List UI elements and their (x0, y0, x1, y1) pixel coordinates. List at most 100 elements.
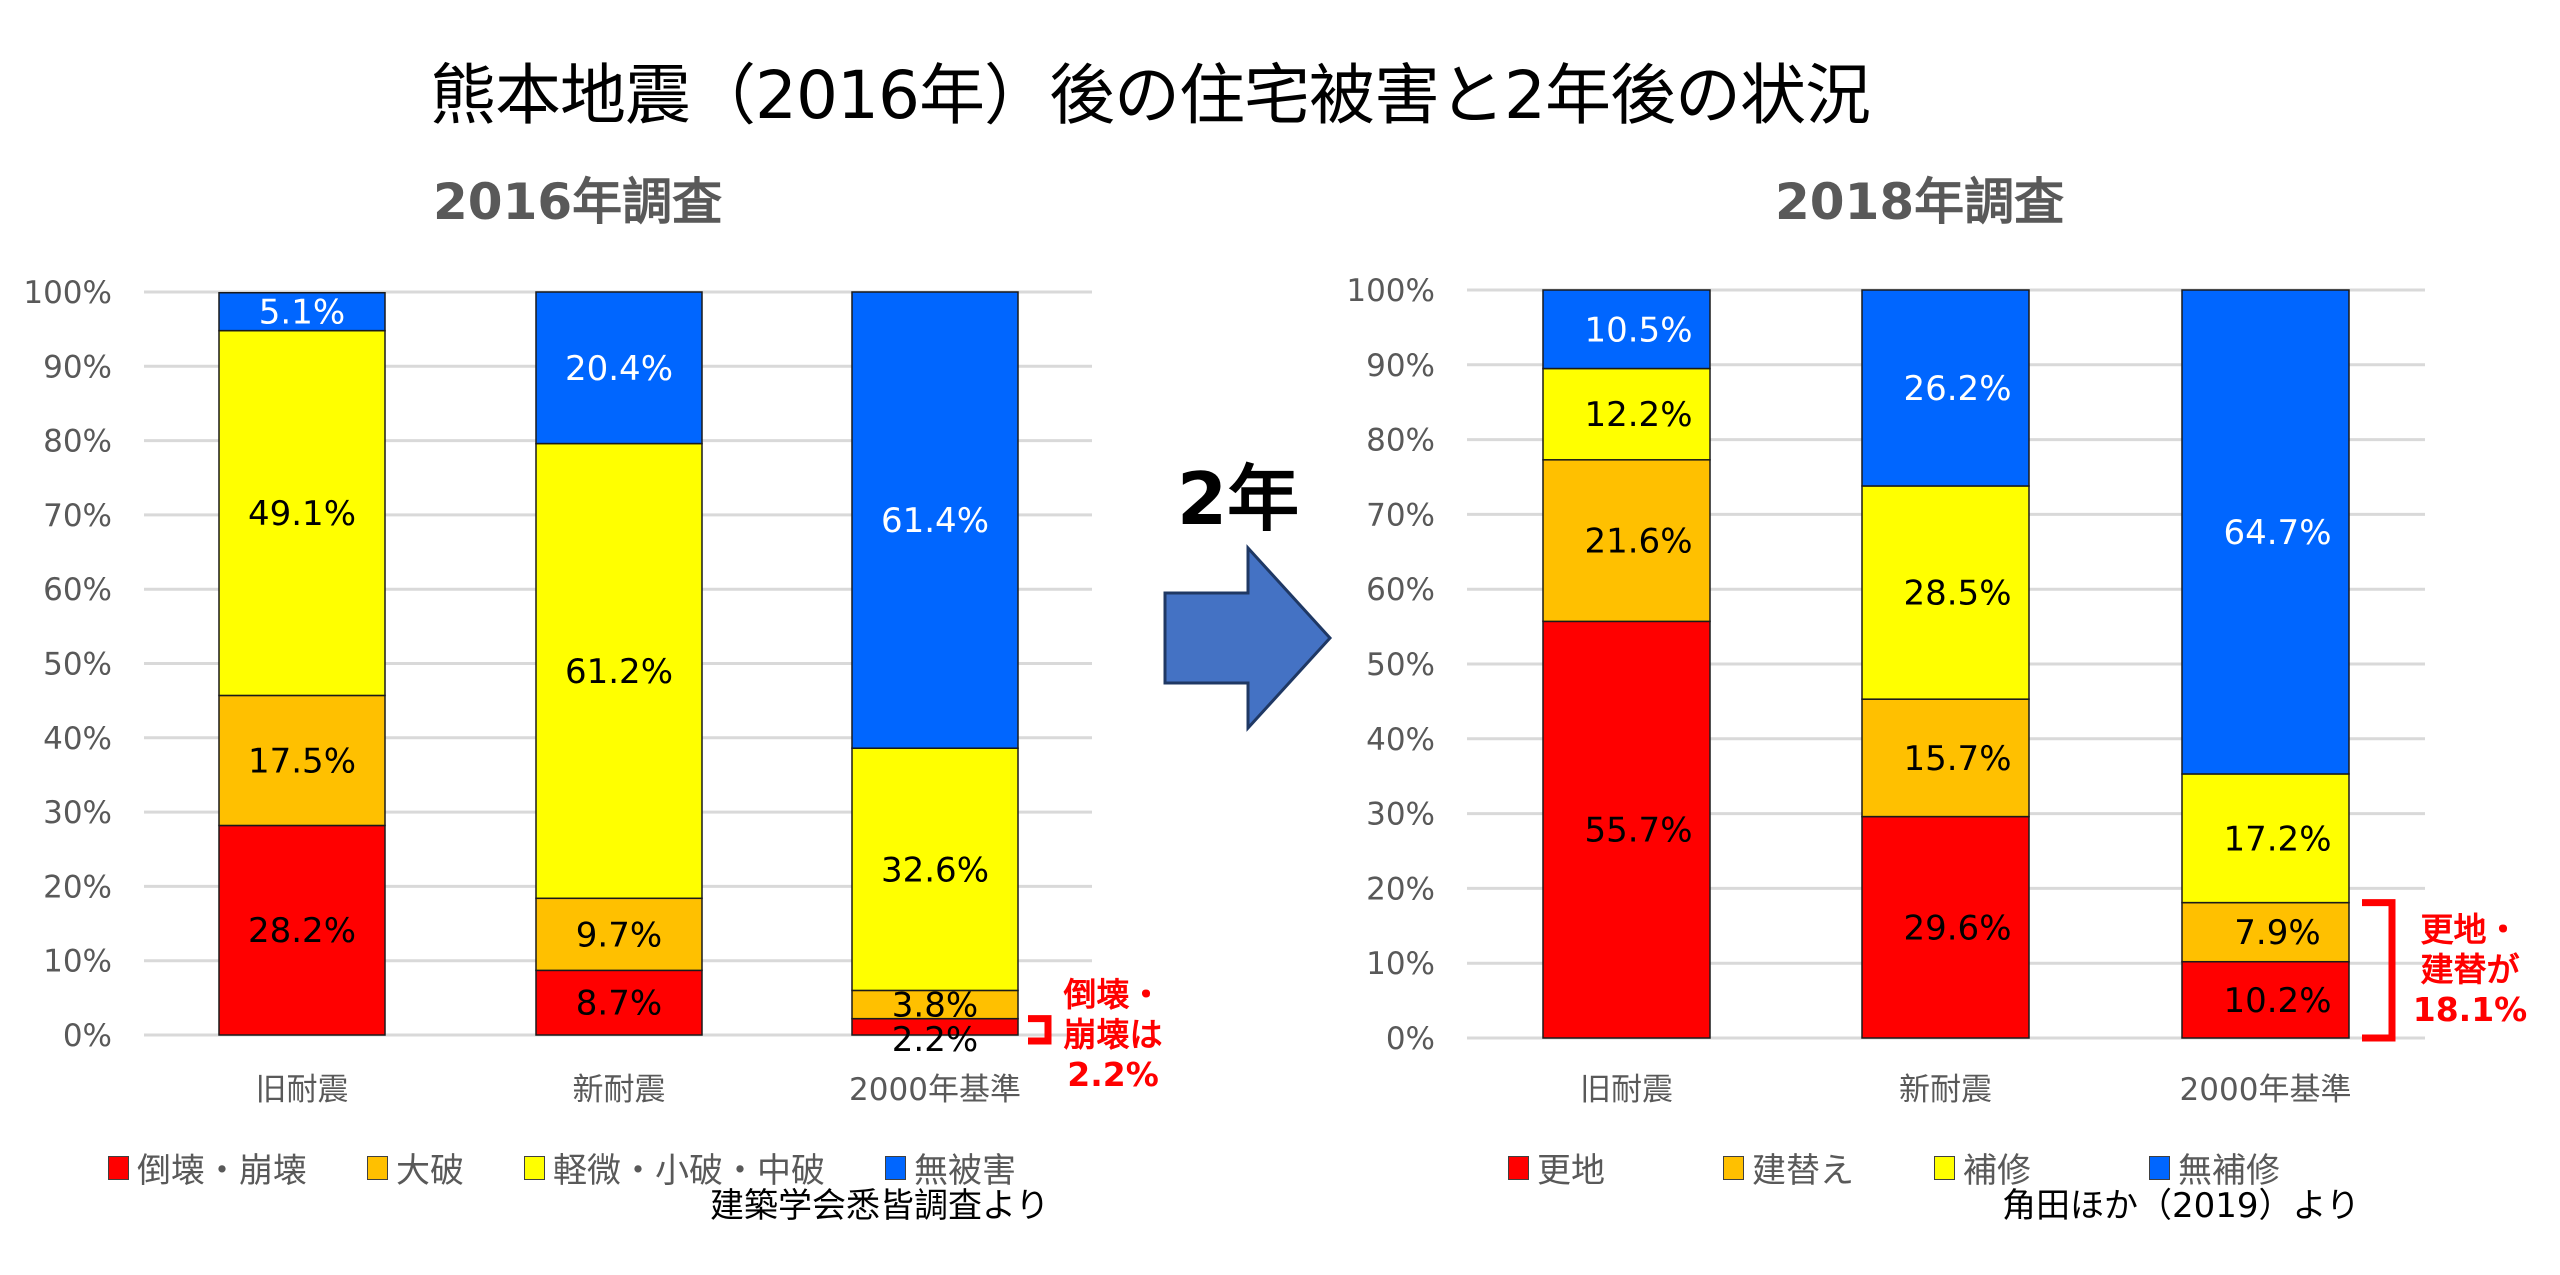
y-tick-label: 40% (1366, 722, 1435, 758)
data-label: 61.4% (881, 501, 989, 541)
data-label: 2.2% (892, 1020, 978, 1060)
data-label: 29.6% (1903, 908, 2011, 948)
data-label: 5.1% (259, 293, 345, 333)
source-2016: 建築学会悉皆調査より (710, 1186, 1050, 1226)
data-label: 15.7% (1903, 739, 2011, 779)
source-2018: 角田ほか（2019）より (2002, 1186, 2360, 1226)
data-label: 61.2% (565, 652, 673, 692)
data-label: 8.7% (576, 984, 662, 1024)
x-tick-label: 2000年基準 (849, 1072, 1021, 1108)
data-label: 49.1% (248, 494, 356, 534)
bar-segment (2181, 901, 2350, 963)
data-label: 64.7% (2223, 513, 2331, 553)
chart-2018: 0% 10% 20% 30% 40% 50% 60% 70% 80% 90% 100% 55.7% 21… (1346, 273, 2425, 1108)
legend-label: 軽微・小破・中破 (553, 1151, 825, 1191)
y-tick-label: 50% (1366, 647, 1435, 683)
bar-segment (1861, 289, 2030, 487)
data-label: 32.6% (881, 850, 989, 890)
data-label: 7.9% (2234, 913, 2320, 953)
bar-segment (218, 694, 386, 827)
legend-swatch-orange (367, 1155, 388, 1180)
y-tick-label: 20% (43, 869, 112, 905)
x-tick-label: 新耐震 (1899, 1072, 1992, 1108)
legend-2018: 更地 建替え 補修 無補修 (1508, 1143, 2340, 1192)
arrow-shape (1163, 544, 1333, 732)
data-label: 10.5% (1584, 310, 1692, 350)
data-label: 20.4% (565, 349, 673, 389)
bar-segment (2181, 289, 2350, 775)
bar-segment (218, 291, 386, 332)
legend-item: 無補修 (2149, 1143, 2280, 1192)
y-tick-label: 10% (43, 944, 112, 980)
legend-item: 無被害 (885, 1143, 1016, 1192)
data-label: 17.2% (2223, 819, 2331, 859)
right-arrow-icon (1163, 544, 1333, 732)
legend-label: 無被害 (914, 1151, 1016, 1191)
bar-segment (535, 897, 703, 972)
data-label: 28.2% (248, 911, 356, 951)
legend-item: 軽微・小破・中破 (524, 1143, 825, 1192)
legend-swatch-orange (1723, 1155, 1744, 1180)
data-label: 28.5% (1903, 574, 2011, 614)
legend-swatch-yellow (1934, 1155, 1955, 1180)
data-label: 55.7% (1584, 811, 1692, 851)
y-tick-label: 60% (43, 572, 112, 608)
bar-segment (535, 969, 703, 1036)
legend-label: 倒壊・崩壊 (137, 1151, 307, 1191)
legend-label: 補修 (1963, 1151, 2031, 1191)
legend-swatch-blue (2149, 1155, 2170, 1180)
y-tick-label: 80% (1366, 423, 1435, 459)
legend-swatch-red (108, 1155, 129, 1180)
data-label: 12.2% (1584, 395, 1692, 435)
x-tick-label: 旧耐震 (256, 1072, 349, 1108)
y-tick-label: 70% (1366, 497, 1435, 533)
bar-segment (1861, 698, 2030, 818)
y-tick-label: 40% (43, 721, 112, 757)
annotation-bracket (1028, 1015, 1052, 1045)
y-tick-label: 30% (43, 795, 112, 831)
bar-segment (851, 747, 1019, 992)
legend-label: 更地 (1537, 1151, 1605, 1191)
y-tick-label: 60% (1366, 572, 1435, 608)
y-tick-label: 100% (1346, 273, 1435, 309)
bar-segment (851, 291, 1019, 749)
legend-swatch-red (1508, 1155, 1529, 1180)
chart-2018-title: 2018年調査 (1775, 173, 2065, 231)
data-label: 3.8% (892, 986, 978, 1026)
chart-2016: 0% 10% 20% 30% 40% 50% 60% 70% 80% 90% 100% 28.2% 17… (23, 275, 1092, 1108)
y-tick-label: 50% (43, 647, 112, 683)
data-label: 10.2% (2223, 981, 2331, 1021)
data-label: 17.5% (248, 741, 356, 781)
legend-2016: 倒壊・崩壊 大破 軽微・小破・中破 無被害 (108, 1143, 1076, 1192)
legend-swatch-yellow (524, 1155, 545, 1180)
bar-segment (1542, 289, 1711, 370)
main-title-text: 熊本地震（2016年）後の住宅被害と2年後の状況 (430, 57, 1871, 134)
x-tick-label: 旧耐震 (1580, 1072, 1673, 1108)
y-tick-label: 0% (1386, 1021, 1435, 1057)
legend-item: 更地 (1508, 1143, 1605, 1192)
y-tick-label: 80% (43, 424, 112, 460)
x-tick-label: 新耐震 (573, 1072, 666, 1108)
bar-segment (218, 824, 386, 1036)
y-tick-label: 90% (43, 349, 112, 385)
bar-segment (2181, 773, 2350, 904)
x-tick-label: 2000年基準 (2180, 1072, 2352, 1108)
annotation-bracket (2362, 899, 2396, 1042)
bar-segment (1542, 367, 1711, 461)
annotation-2016: 倒壊・ 崩壊は 2.2% (1063, 975, 1163, 1094)
bar-segment (851, 989, 1019, 1020)
data-label: 26.2% (1903, 369, 2011, 409)
chart-2016-title: 2016年調査 (433, 173, 723, 231)
y-tick-label: 20% (1366, 871, 1435, 907)
y-tick-label: 10% (1366, 946, 1435, 982)
y-tick-label: 30% (1366, 797, 1435, 833)
y-tick-label: 0% (63, 1018, 112, 1054)
bar-segment (1542, 620, 1711, 1039)
data-label: 21.6% (1584, 522, 1692, 562)
y-tick-label: 90% (1366, 348, 1435, 384)
y-tick-label: 100% (23, 275, 112, 311)
legend-label: 建替え (1752, 1151, 1854, 1191)
y-tick-label: 70% (43, 498, 112, 534)
legend-item: 大破 (367, 1143, 464, 1192)
bar-segment (1861, 815, 2030, 1039)
